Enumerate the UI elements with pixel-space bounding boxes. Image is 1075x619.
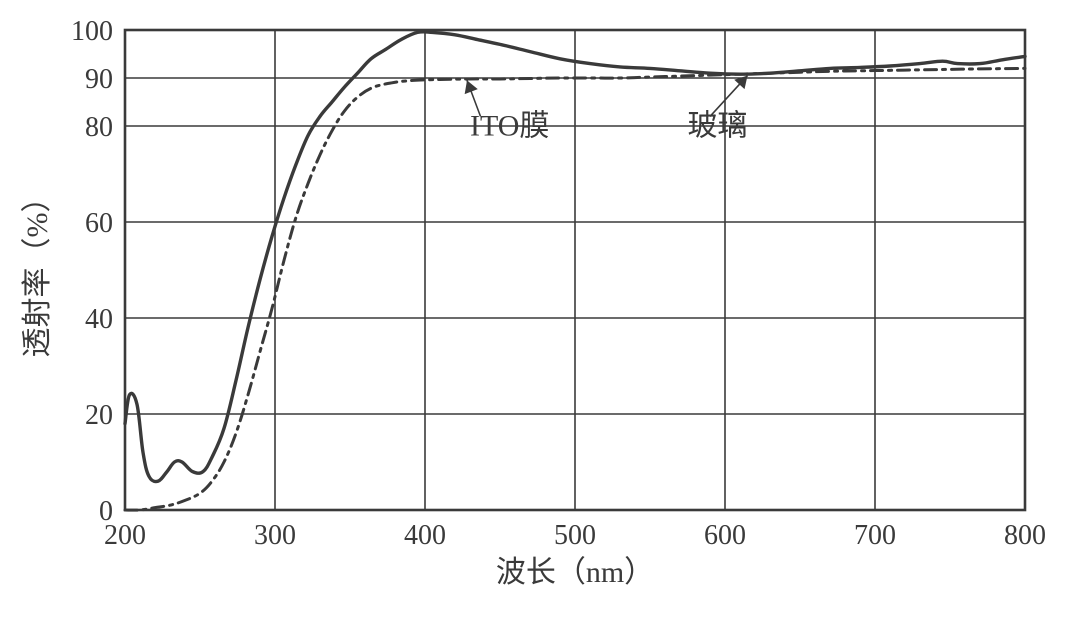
y-tick-label: 0 bbox=[99, 496, 113, 527]
x-tick-label: 600 bbox=[704, 520, 746, 551]
x-axis-label: 波长（nm） bbox=[496, 556, 654, 589]
x-tick-label: 700 bbox=[854, 520, 896, 551]
y-tick-label: 60 bbox=[85, 208, 113, 239]
y-tick-label: 100 bbox=[71, 16, 113, 47]
annotation-label: 玻璃 bbox=[688, 110, 748, 143]
x-tick-label: 800 bbox=[1004, 520, 1046, 551]
x-tick-label: 400 bbox=[404, 520, 446, 551]
y-tick-label: 80 bbox=[85, 112, 113, 143]
annotation-label: ITO膜 bbox=[470, 110, 549, 143]
x-tick-label: 500 bbox=[554, 520, 596, 551]
x-tick-label: 300 bbox=[254, 520, 296, 551]
chart-container: 20030040050060070080002040608090100波长（nm… bbox=[0, 0, 1075, 619]
y-tick-label: 90 bbox=[85, 64, 113, 95]
chart-background bbox=[0, 0, 1075, 619]
y-tick-label: 20 bbox=[85, 400, 113, 431]
transmittance-chart: 20030040050060070080002040608090100波长（nm… bbox=[0, 0, 1075, 619]
y-tick-label: 40 bbox=[85, 304, 113, 335]
y-axis-label: 透射率（%） bbox=[21, 183, 54, 358]
